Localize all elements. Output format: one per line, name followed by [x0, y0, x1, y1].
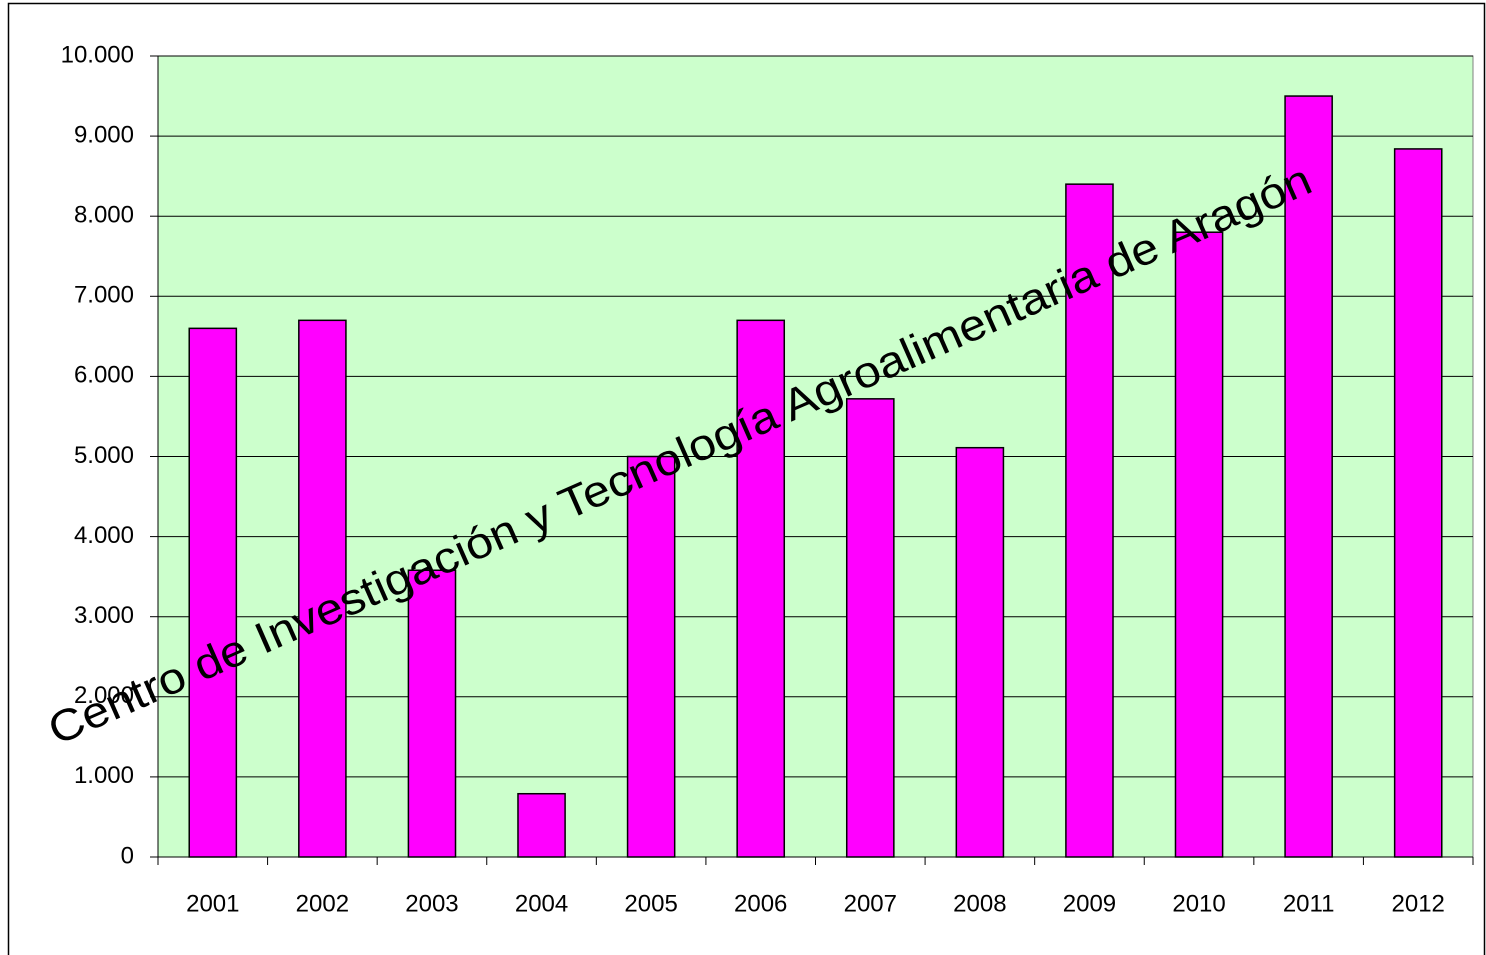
x-tick-label: 2011 [1283, 890, 1335, 917]
bar [955, 446, 1005, 858]
y-tick-label: 3.000 [74, 602, 134, 629]
y-tick-label: 2.000 [74, 682, 134, 709]
bar [298, 319, 347, 858]
bar [517, 792, 566, 858]
y-tick-label: 6.000 [74, 362, 134, 389]
x-tick-label: 2005 [624, 890, 677, 917]
y-tick-label: 1.000 [74, 762, 134, 789]
bar [1393, 148, 1443, 858]
y-tick-label: 8.000 [74, 202, 134, 229]
y-tick-label: 5.000 [74, 442, 134, 469]
x-tick-label: 2008 [953, 890, 1006, 917]
x-tick-label: 2012 [1392, 890, 1445, 917]
y-tick-label: 0 [121, 842, 134, 869]
bar [626, 455, 676, 858]
bar [1174, 231, 1224, 858]
x-tick-label: 2003 [405, 890, 458, 917]
x-tick-label: 2004 [515, 890, 568, 917]
bar [845, 398, 895, 858]
x-tick-label: 2001 [186, 890, 239, 917]
x-tick-label: 2009 [1063, 890, 1116, 917]
x-tick-label: 2002 [296, 890, 349, 917]
x-tick-label: 2006 [734, 890, 787, 917]
y-tick-label: 10.000 [61, 41, 134, 68]
y-tick-label: 4.000 [74, 522, 134, 549]
bar [407, 569, 457, 858]
bar [1284, 95, 1333, 858]
x-tick-label: 2010 [1172, 890, 1225, 917]
bar [1065, 183, 1114, 858]
x-tick-label: 2007 [844, 890, 897, 917]
y-tick-label: 9.000 [74, 121, 134, 148]
y-tick-label: 7.000 [74, 282, 134, 309]
frame [7, 2, 1486, 955]
bar [188, 327, 238, 858]
